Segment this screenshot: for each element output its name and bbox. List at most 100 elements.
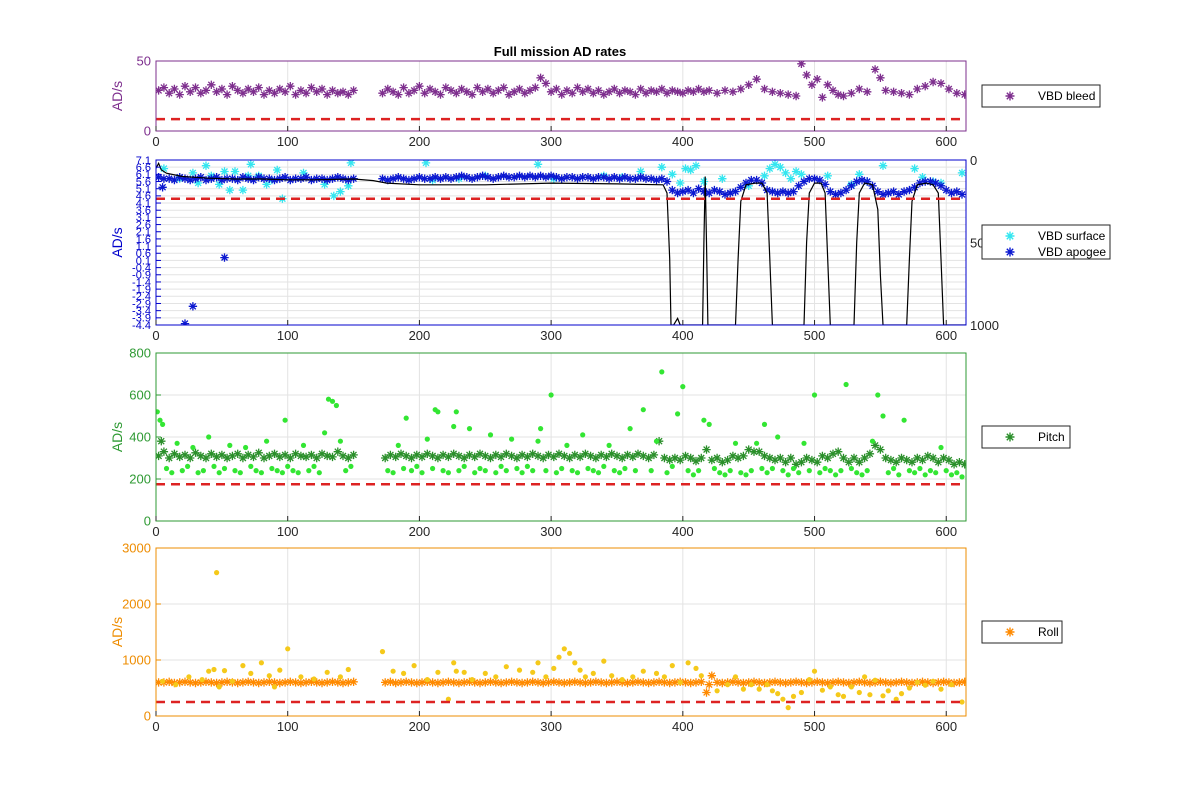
legend-box xyxy=(981,425,1071,449)
data-point xyxy=(607,678,616,687)
data-point xyxy=(462,87,471,96)
data-point xyxy=(823,453,832,463)
data-point xyxy=(728,87,738,96)
data-point xyxy=(668,170,677,179)
x-tick-label: 0 xyxy=(152,134,159,149)
data-point xyxy=(329,398,336,404)
data-point xyxy=(653,670,660,677)
data-point xyxy=(253,468,259,474)
data-point xyxy=(870,441,880,450)
data-point xyxy=(232,468,238,474)
data-point xyxy=(619,677,625,683)
data-point xyxy=(678,187,687,196)
data-point xyxy=(770,455,780,465)
data-point xyxy=(799,177,809,186)
data-point xyxy=(781,458,790,467)
data-point xyxy=(271,684,278,690)
data-point xyxy=(855,84,864,94)
data-point xyxy=(934,678,943,687)
data-point xyxy=(191,448,200,457)
data-point xyxy=(296,174,306,183)
data-point xyxy=(312,174,321,183)
data-point xyxy=(889,187,898,196)
data-point xyxy=(254,83,263,92)
data-point xyxy=(573,174,582,183)
data-point xyxy=(175,678,184,687)
data-point xyxy=(344,678,353,687)
data-point xyxy=(927,468,934,474)
data-point xyxy=(796,470,802,476)
data-point xyxy=(237,470,243,476)
data-point xyxy=(839,453,848,463)
data-point xyxy=(797,61,806,68)
data-point xyxy=(928,77,938,87)
data-point xyxy=(165,453,174,463)
data-point xyxy=(867,692,873,698)
data-point xyxy=(639,678,648,687)
data-point xyxy=(733,453,743,463)
x-tick-label: 300 xyxy=(540,524,562,539)
x-tick-label: 200 xyxy=(409,524,431,539)
data-point xyxy=(265,451,274,461)
data-point xyxy=(905,185,914,195)
data-point xyxy=(535,438,541,444)
data-point xyxy=(857,175,867,185)
data-point xyxy=(295,470,301,476)
data-point xyxy=(583,84,593,94)
data-point xyxy=(819,687,826,693)
data-point xyxy=(512,678,522,687)
data-point xyxy=(482,670,488,677)
data-point xyxy=(612,677,622,686)
data-point xyxy=(623,450,632,460)
plot-area xyxy=(156,61,966,121)
data-point xyxy=(421,160,431,168)
data-point xyxy=(602,678,611,688)
series-vbd-apogee xyxy=(156,171,966,325)
data-point xyxy=(664,470,670,476)
data-point xyxy=(931,178,940,188)
data-point xyxy=(344,453,353,463)
data-point xyxy=(865,449,875,458)
data-point xyxy=(528,449,537,458)
data-point xyxy=(725,682,731,688)
data-point xyxy=(610,173,619,182)
y-axis-label: AD/s xyxy=(109,617,125,647)
x-tick-label: 200 xyxy=(409,328,431,343)
data-point xyxy=(407,678,416,687)
data-point xyxy=(607,449,616,458)
data-point xyxy=(543,468,549,474)
data-point xyxy=(222,453,232,463)
data-point xyxy=(509,436,515,442)
data-point xyxy=(794,181,803,190)
data-point xyxy=(760,171,769,180)
data-point xyxy=(546,171,556,180)
x-tick-label: 600 xyxy=(935,134,957,149)
data-point xyxy=(568,173,577,182)
data-point xyxy=(296,678,306,688)
data-point xyxy=(349,677,358,686)
data-point xyxy=(906,468,913,474)
data-point xyxy=(860,678,869,687)
y-tick-label: -3.9 xyxy=(132,313,151,325)
data-point xyxy=(195,470,201,476)
data-point xyxy=(652,175,661,185)
data-point xyxy=(715,187,724,196)
data-point xyxy=(568,89,577,98)
data-point xyxy=(822,465,828,472)
data-point xyxy=(685,468,691,474)
data-point xyxy=(323,451,332,461)
data-point xyxy=(615,174,624,183)
data-point xyxy=(475,449,485,458)
data-point xyxy=(897,453,906,463)
data-point xyxy=(478,87,487,96)
data-point xyxy=(922,472,928,478)
data-point xyxy=(660,678,669,687)
data-point xyxy=(548,392,554,398)
data-point xyxy=(528,677,537,686)
data-point xyxy=(517,450,527,460)
data-point xyxy=(311,676,317,682)
data-point xyxy=(328,174,337,183)
data-point xyxy=(277,667,283,673)
data-point xyxy=(300,442,307,448)
data-point xyxy=(301,89,311,98)
